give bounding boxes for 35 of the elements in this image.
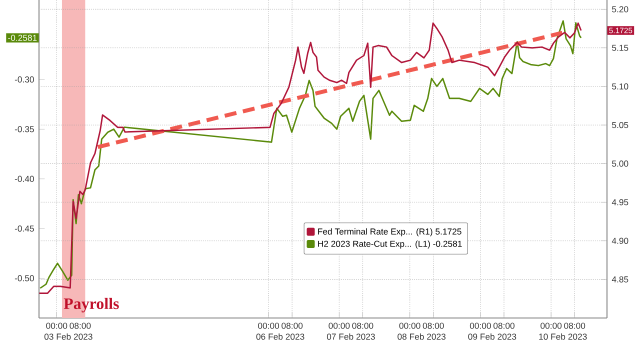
y2-tick-label: 4.90 bbox=[612, 238, 628, 244]
y2-tick-label: 5.10 bbox=[612, 83, 628, 90]
x2-tick-label: 07 Feb 2023 bbox=[326, 333, 375, 340]
x2-tick-label: 08 Feb 2023 bbox=[398, 333, 446, 340]
x-tick-label: 08:00 bbox=[282, 322, 303, 329]
x2-tick-label: 10 Feb 2023 bbox=[539, 333, 587, 340]
y-tick-label: -0.50 bbox=[14, 275, 34, 282]
x-tick-label: 08:00 bbox=[422, 322, 444, 329]
y2-tick-label: 4.95 bbox=[612, 199, 628, 206]
y2-tick-label: 5.00 bbox=[612, 160, 628, 167]
y-tick-label: -0.40 bbox=[14, 176, 34, 182]
y2-tick-label: 5.05 bbox=[612, 122, 628, 128]
x-tick-label: 00:00 bbox=[258, 322, 280, 329]
y2-tick-label: 4.85 bbox=[612, 276, 628, 282]
x-tick-label: 00:00 bbox=[46, 322, 68, 329]
legend-label: Fed Terminal Rate Exp... (R1) 5.1725 bbox=[318, 228, 462, 236]
x-tick-label: 00:00 bbox=[470, 322, 491, 329]
y-tick-label: -0.2581 bbox=[8, 34, 37, 41]
y-tick-label: -0.30 bbox=[14, 76, 34, 83]
y-tick-label: -0.45 bbox=[14, 225, 34, 232]
y2-tick-label: 5.20 bbox=[612, 6, 628, 12]
x-tick-label: 08:00 bbox=[70, 322, 91, 329]
x-tick-label: 00:00 bbox=[399, 322, 420, 329]
x-tick-label: 08:00 bbox=[564, 322, 586, 329]
annotation: Payrolls bbox=[64, 298, 119, 312]
x2-tick-label: 09 Feb 2023 bbox=[468, 333, 516, 340]
y2-tick-label: 5.15 bbox=[612, 44, 628, 51]
x-tick-label: 00:00 bbox=[540, 322, 562, 329]
x2-tick-label: 06 Feb 2023 bbox=[256, 333, 304, 340]
x-tick-label: 00:00 bbox=[328, 322, 350, 329]
x-tick-label: 08:00 bbox=[352, 322, 374, 329]
x2-tick-label: 03 Feb 2023 bbox=[44, 333, 92, 340]
legend-label: H2 2023 Rate-Cut Exp... (L1) -0.2581 bbox=[318, 240, 462, 249]
x-tick-label: 08:00 bbox=[493, 322, 514, 329]
y-tick-label: -0.35 bbox=[14, 126, 34, 132]
